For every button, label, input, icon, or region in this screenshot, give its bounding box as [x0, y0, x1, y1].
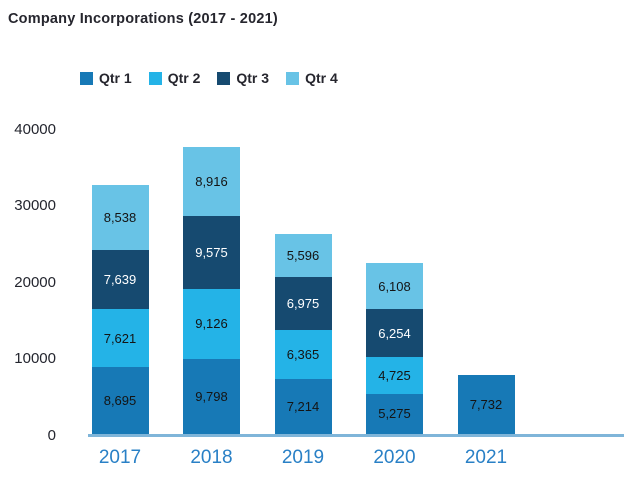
bar-value-label: 7,214 — [286, 398, 320, 414]
bar-segment-2018-qtr-2: 9,126 — [183, 288, 240, 359]
x-axis-label-2019: 2019 — [281, 447, 325, 468]
bar-segment-2018-qtr-3: 9,575 — [183, 215, 240, 289]
y-axis-tick-30000: 30000 — [14, 197, 56, 215]
bar-value-label: 4,725 — [378, 367, 411, 383]
x-axis-label-2020: 2020 — [373, 447, 416, 468]
bar-segment-2021-qtr-1: 7,732 — [457, 374, 515, 434]
bar-value-label: 8,695 — [103, 393, 137, 409]
x-axis-line — [88, 434, 624, 437]
bar-segment-2017-qtr-3: 7,639 — [91, 250, 149, 309]
legend-label: Qtr 3 — [236, 70, 270, 86]
bar-value-label: 7,621 — [103, 330, 137, 346]
legend-swatch-qtr-4 — [286, 71, 300, 85]
y-axis-tick-40000: 40000 — [14, 120, 56, 138]
bar-value-label: 6,108 — [378, 278, 411, 294]
legend-label: Qtr 2 — [167, 70, 201, 86]
bar-value-label: 5,596 — [286, 247, 320, 263]
bar-value-label: 8,916 — [195, 173, 228, 189]
bar-segment-2018-qtr-1: 9,798 — [183, 358, 240, 434]
legend-item-qtr-4: Qtr 4 — [286, 70, 338, 86]
bar-segment-2019-qtr-1: 7,214 — [274, 378, 332, 434]
y-axis-tick-10000: 10000 — [14, 350, 56, 368]
bar-value-label: 6,254 — [378, 325, 411, 341]
bar-value-label: 9,575 — [195, 244, 228, 260]
bar-segment-2020-qtr-2: 4,725 — [366, 357, 423, 394]
bar-segment-2017-qtr-4: 8,538 — [91, 185, 149, 251]
legend-item-qtr-1: Qtr 1 — [80, 70, 132, 86]
bar-value-label: 8,538 — [103, 210, 137, 226]
legend-swatch-qtr-3 — [217, 71, 231, 85]
bar-value-label: 7,732 — [469, 396, 503, 412]
y-axis-tick-0: 0 — [47, 427, 56, 444]
legend: Qtr 1 Qtr 2 Qtr 3 Qtr 4 — [80, 70, 338, 86]
bar-segment-2017-qtr-2: 7,621 — [91, 308, 149, 368]
chart-title: Company Incorporations (2017 - 2021) — [8, 11, 278, 27]
x-axis-label-2017: 2017 — [98, 447, 142, 468]
bar-segment-2017-qtr-1: 8,695 — [91, 367, 149, 434]
bar-value-label: 6,975 — [286, 295, 320, 311]
bar-value-label: 9,126 — [195, 316, 228, 332]
x-axis-label-2021: 2021 — [464, 447, 508, 468]
bar-segment-2019-qtr-4: 5,596 — [274, 233, 332, 277]
legend-label: Qtr 1 — [99, 70, 132, 86]
bar-value-label: 7,639 — [103, 272, 137, 288]
bar-value-label: 9,798 — [195, 388, 228, 404]
bar-segment-2020-qtr-4: 6,108 — [366, 262, 423, 310]
legend-item-qtr-3: Qtr 3 — [217, 70, 269, 86]
y-axis-tick-20000: 20000 — [14, 273, 56, 291]
bar-segment-2018-qtr-4: 8,916 — [183, 147, 240, 216]
legend-swatch-qtr-2 — [148, 71, 162, 85]
bar-segment-2019-qtr-3: 6,975 — [274, 276, 332, 330]
bar-value-label: 5,275 — [378, 406, 411, 422]
bar-segment-2019-qtr-2: 6,365 — [274, 329, 332, 379]
bar-segment-2020-qtr-3: 6,254 — [366, 309, 423, 358]
legend-swatch-qtr-1 — [80, 71, 93, 85]
legend-label: Qtr 4 — [305, 70, 338, 86]
bar-segment-2020-qtr-1: 5,275 — [366, 393, 423, 434]
x-axis-label-2018: 2018 — [190, 447, 233, 468]
bar-value-label: 6,365 — [286, 346, 320, 362]
legend-item-qtr-2: Qtr 2 — [148, 70, 201, 86]
